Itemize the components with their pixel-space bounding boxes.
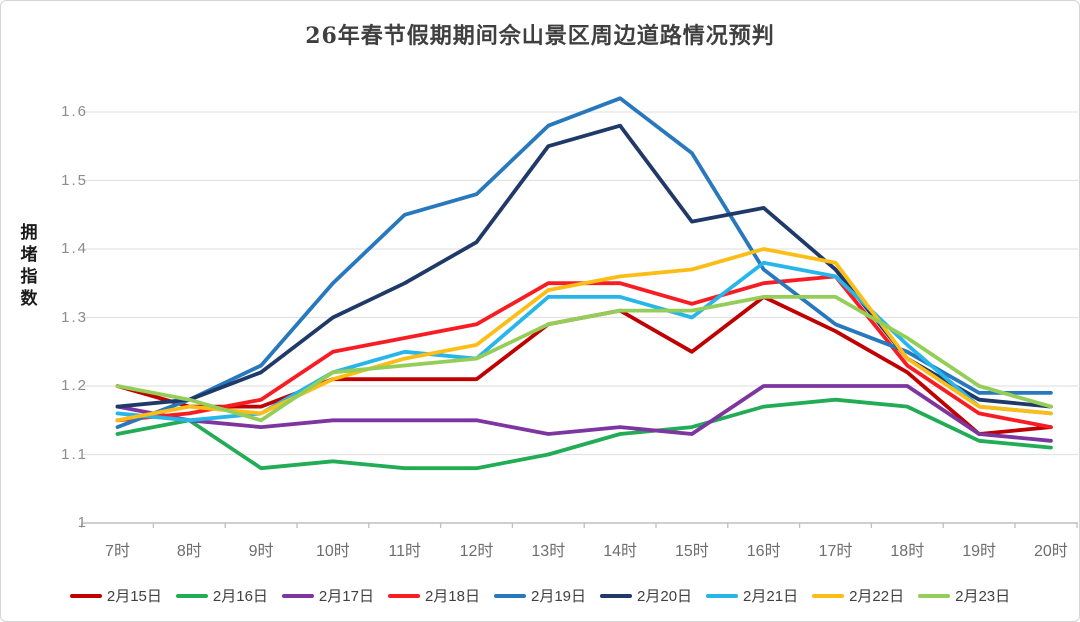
legend: 2月15日 2月16日 2月17日 2月18日 2月19日 2月20日 2月21日 2月22日… <box>0 585 1080 606</box>
x-tick-label: 16时 <box>746 543 781 560</box>
x-tick-label: 11时 <box>388 543 421 560</box>
legend-item-2月19日: 2月19日 <box>493 585 587 606</box>
legend-swatch <box>69 593 102 598</box>
legend-item-2月17日: 2月17日 <box>281 585 374 606</box>
x-tick-label: 8时 <box>176 543 202 560</box>
x-tick-label: 7时 <box>105 543 130 560</box>
y-tick-label: 1 <box>77 514 88 531</box>
x-tick-label: 15时 <box>674 543 709 560</box>
legend-label: 2月23日 <box>955 588 1011 605</box>
legend-item-2月15日: 2月15日 <box>69 585 162 606</box>
legend-label: 2月21日 <box>743 588 799 605</box>
x-tick-label: 14时 <box>603 543 637 560</box>
legend-label: 2月19日 <box>530 588 587 605</box>
series-line-2月19日 <box>115 96 1053 430</box>
chart-title: 26年春节假期期间佘山景区周边道路情况预判 <box>305 23 775 49</box>
legend-swatch <box>918 593 951 598</box>
legend-item-2月18日: 2月18日 <box>387 585 480 606</box>
x-tick-label: 9时 <box>248 543 274 560</box>
legend-label: 2月15日 <box>106 588 162 605</box>
y-tick-label: 1.4 <box>61 240 88 257</box>
legend-item-2月16日: 2月16日 <box>175 585 268 606</box>
x-tick-label: 17时 <box>818 543 853 560</box>
series-line-2月17日 <box>115 384 1053 443</box>
y-tick-label: 1.3 <box>61 308 88 326</box>
y-axis-title: 拥堵指数 <box>20 223 38 308</box>
legend-item-2月23日: 2月23日 <box>918 585 1010 606</box>
x-tick-label: 12时 <box>459 543 494 560</box>
series-line-2月20日 <box>115 123 1053 409</box>
series-line-2月16日 <box>115 397 1053 471</box>
x-tick-label: 10时 <box>315 543 350 560</box>
legend-label: 2月20日 <box>637 588 693 605</box>
x-tick-label: 18时 <box>890 543 925 560</box>
y-tick-label: 1.1 <box>61 445 88 463</box>
legend-item-2月20日: 2月20日 <box>600 585 692 606</box>
x-tick-label: 20时 <box>1033 543 1068 560</box>
y-tick-label: 1.5 <box>61 171 88 189</box>
legend-label: 2月17日 <box>318 588 374 605</box>
series-line-2月23日 <box>115 294 1053 423</box>
legend-swatch <box>281 593 314 598</box>
legend-swatch <box>493 593 526 598</box>
series-line-2月22日 <box>115 247 1053 423</box>
legend-label: 2月16日 <box>212 588 268 605</box>
legend-label: 2月22日 <box>849 588 905 605</box>
x-tick-label: 19时 <box>962 543 996 560</box>
legend-item-2月22日: 2月22日 <box>812 585 904 606</box>
legend-swatch <box>600 593 633 598</box>
legend-item-2月21日: 2月21日 <box>706 585 798 606</box>
legend-label: 2月18日 <box>424 588 480 605</box>
legend-swatch <box>706 593 739 598</box>
legend-swatch <box>175 593 208 598</box>
y-tick-label: 1.6 <box>61 103 88 120</box>
y-tick-label: 1.2 <box>61 377 88 394</box>
x-tick-label: 13时 <box>531 543 566 560</box>
legend-swatch <box>387 593 420 598</box>
legend-swatch <box>812 593 845 598</box>
